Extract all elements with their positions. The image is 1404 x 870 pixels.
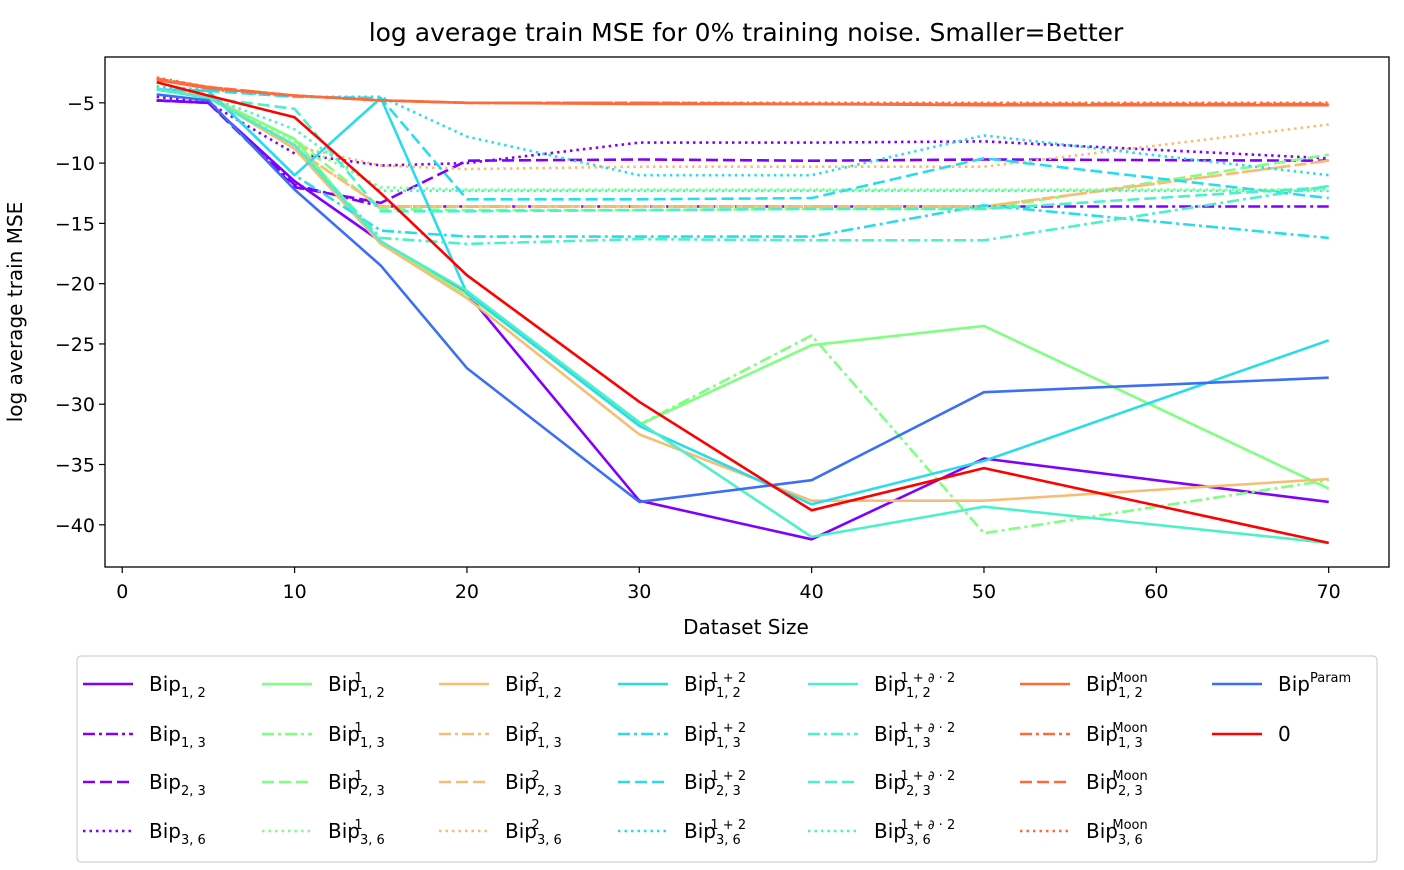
legend-label: Bip3, 61 + ∂ · 2	[874, 818, 955, 848]
legend-label: Bip1, 2Moon	[1086, 671, 1148, 701]
y-axis-ticks: −5 −10 −15 −20 −25 −30 −35 −40	[55, 93, 105, 537]
y-tick-label: −30	[55, 394, 95, 416]
legend-label: Bip2, 3Moon	[1086, 769, 1148, 799]
legend-label: BipParam	[1278, 671, 1351, 696]
series-line	[156, 77, 1329, 106]
series-line	[156, 88, 1329, 246]
x-tick-label: 0	[116, 581, 128, 603]
series-line	[156, 76, 1329, 105]
series-line	[156, 84, 1329, 171]
legend-items: Bip1, 2 Bip1, 3 Bip2, 3 Bip3, 6 Bip1, 21 Bip1…	[83, 671, 1351, 848]
legend-label: Bip1, 31 + 2	[684, 721, 746, 751]
legend-label: Bip1, 21 + ∂ · 2	[874, 671, 955, 701]
legend-label: Bip1, 31	[328, 721, 385, 751]
x-axis-label: Dataset Size	[683, 615, 809, 639]
legend-label: Bip2, 31 + ∂ · 2	[874, 769, 955, 799]
plot-frame	[104, 56, 1390, 568]
y-tick-label: −25	[55, 334, 95, 356]
legend-label: Bip3, 61	[328, 818, 385, 848]
legend-label: Bip2, 32	[505, 769, 562, 799]
series-line	[156, 78, 1329, 107]
series-line	[156, 77, 1329, 106]
x-axis-ticks: 0 10 20 30 40 50 60 70	[116, 567, 1341, 603]
x-tick-label: 70	[1317, 581, 1341, 603]
series-line	[156, 88, 1329, 535]
legend-label: Bip1, 22	[505, 671, 562, 701]
x-tick-label: 40	[800, 581, 824, 603]
x-tick-label: 10	[282, 581, 306, 603]
legend-label: Bip1, 21 + 2	[684, 671, 746, 701]
y-tick-label: −40	[55, 515, 95, 537]
legend-label: Bip3, 62	[505, 818, 562, 848]
legend-label: Bip3, 61 + 2	[684, 818, 746, 848]
legend-label: Bip1, 3Moon	[1086, 721, 1148, 751]
legend-label: Bip3, 6Moon	[1086, 818, 1148, 848]
y-tick-label: −5	[67, 93, 95, 115]
series-line	[156, 85, 1329, 177]
legend-label: Bip1, 32	[505, 721, 562, 751]
series-line	[156, 88, 1330, 506]
y-tick-label: −15	[55, 213, 95, 235]
legend-label: Bip2, 3	[149, 770, 206, 799]
legend-label: Bip1, 21	[328, 671, 385, 701]
y-tick-label: −35	[55, 455, 95, 477]
plot-lines	[156, 76, 1330, 545]
series-line	[156, 88, 1329, 240]
legend-label: Bip2, 31	[328, 769, 385, 799]
x-tick-label: 30	[627, 581, 651, 603]
legend-frame	[76, 655, 1378, 863]
legend-label: Bip2, 31 + 2	[684, 769, 746, 799]
series-line	[156, 88, 1329, 213]
y-axis-label: log average train MSE	[3, 202, 27, 423]
y-tick-label: −10	[55, 153, 95, 175]
legend-label: Bip1, 3	[149, 722, 206, 751]
legend-label: Bip3, 6	[149, 819, 206, 848]
legend-label: Bip1, 2	[149, 672, 206, 701]
legend-label: 0	[1278, 722, 1291, 746]
legend: Bip1, 2 Bip1, 3 Bip2, 3 Bip3, 6 Bip1, 21 Bip1…	[76, 655, 1378, 863]
series-line	[156, 93, 1329, 504]
x-tick-label: 50	[972, 581, 996, 603]
x-tick-label: 20	[455, 581, 479, 603]
legend-label: Bip1, 31 + ∂ · 2	[874, 721, 955, 751]
x-tick-label: 60	[1144, 581, 1168, 603]
series-line	[156, 88, 1329, 201]
chart-title: log average train MSE for 0% training no…	[369, 18, 1124, 47]
series-line	[156, 81, 1329, 545]
y-tick-label: −20	[55, 274, 95, 296]
